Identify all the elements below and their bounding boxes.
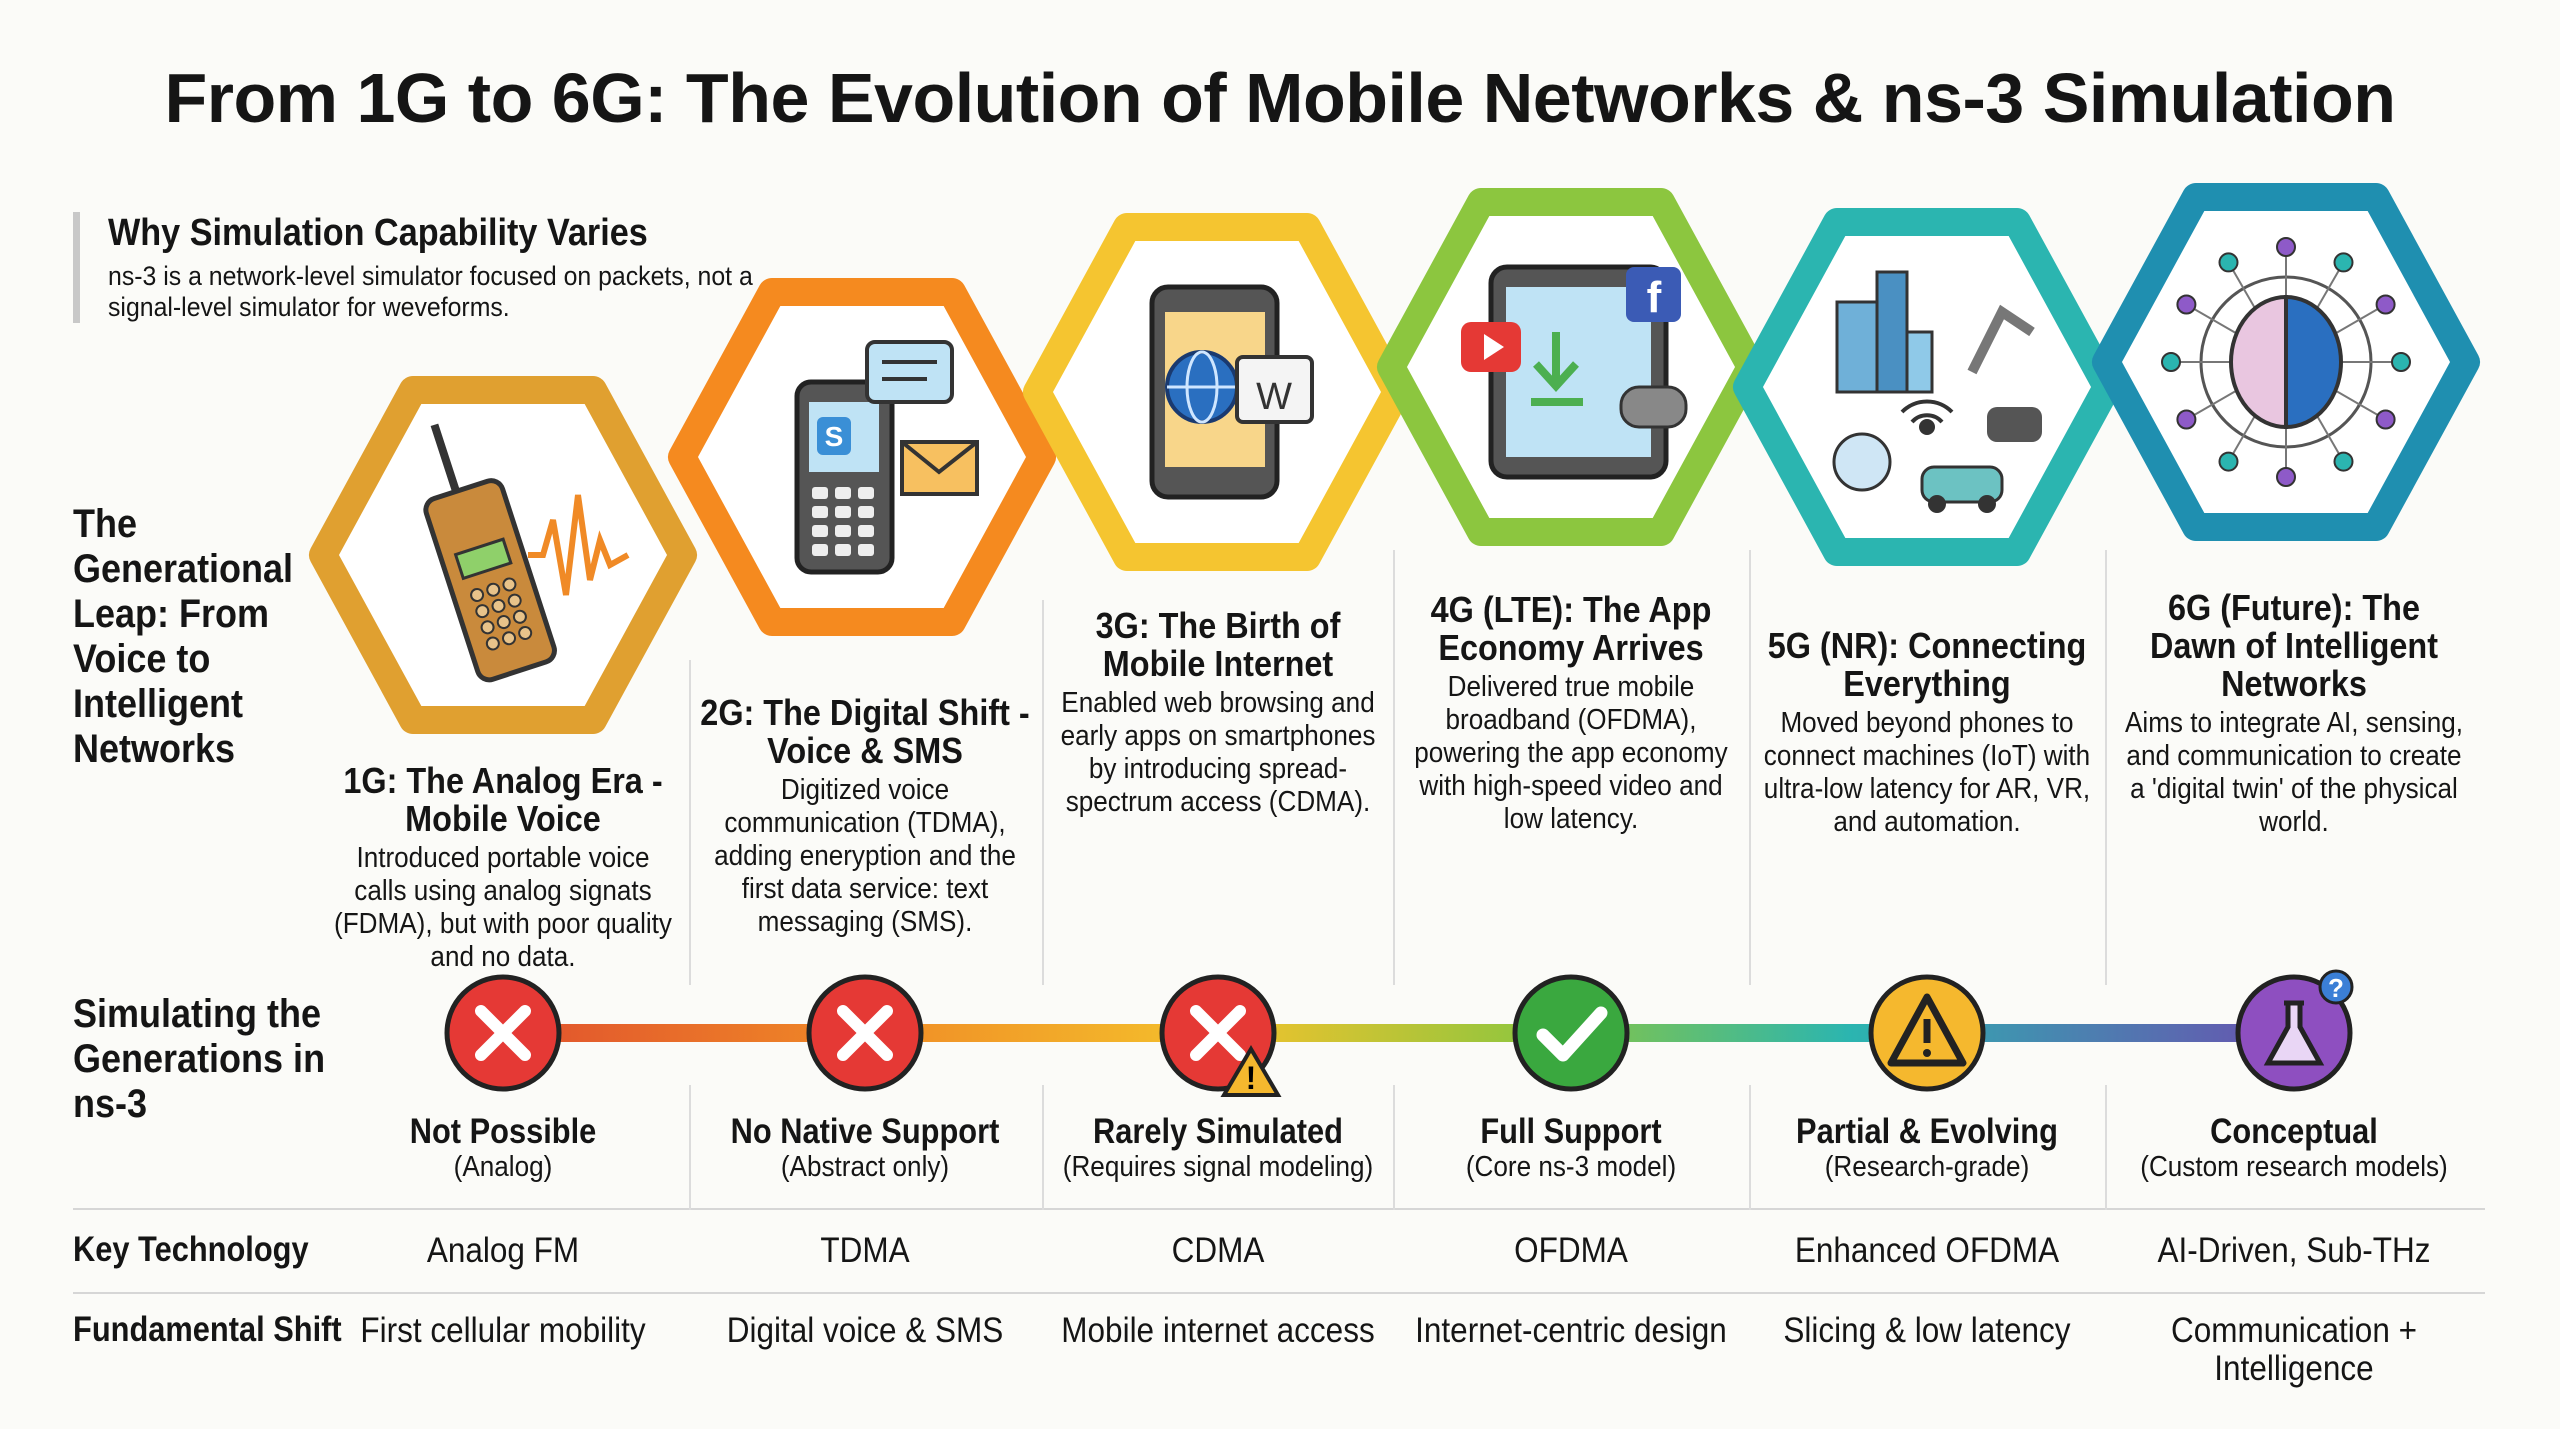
status-label: Partial & Evolving: [1796, 1112, 2058, 1151]
generation-description: Enabled web browsing and early apps on s…: [1060, 687, 1376, 818]
generation-description: Delivered true mobile broadband (OFDMA),…: [1414, 671, 1728, 835]
brick-phone-waveform-icon: [423, 423, 630, 683]
generation-text-block: 5G (NR): Connecting Everything Moved beyo…: [1756, 627, 2098, 839]
generational-leap-label: The Generational Leap: From Voice to Int…: [73, 502, 294, 771]
status-sublabel: (Research-grade): [1824, 1151, 2030, 1183]
key-technology-cell: Analog FM: [426, 1231, 580, 1270]
status-sublabel: (Custom research models): [2140, 1151, 2448, 1183]
status-sublabel: (Requires signal modeling): [1062, 1151, 1374, 1183]
generation-description: Digitized voice communication (TDMA), ad…: [714, 774, 1016, 938]
generation-text-block: 1G: The Analog Era - Mobile Voice Introdu…: [332, 762, 674, 974]
column-divider: [689, 660, 691, 985]
table-divider: [73, 1208, 2485, 1210]
column-divider: [1749, 1085, 1751, 1210]
generation-heading: 1G: The Analog Era - Mobile Voice: [343, 760, 663, 839]
generation-description: Introduced portable voice calls using an…: [334, 842, 672, 973]
generation-text-block: 2G: The Digital Shift - Voice & SMS Digit…: [694, 694, 1036, 939]
hexagon-3g: W: [1017, 207, 1417, 582]
generation-heading: 3G: The Birth of Mobile Internet: [1095, 605, 1341, 684]
generation-heading: 2G: The Digital Shift - Voice & SMS: [700, 692, 1030, 771]
generation-description: Aims to integrate AI, sensing, and commu…: [2124, 707, 2464, 838]
column-divider: [689, 1085, 691, 1210]
key-technology-cell: TDMA: [820, 1231, 910, 1270]
hexagon-4g: f: [1371, 182, 1771, 557]
status-sublabel: (Analog): [453, 1151, 553, 1183]
status-label: Conceptual: [2210, 1112, 2378, 1151]
key-technology-cell: AI-Driven, Sub-THz: [2157, 1231, 2431, 1270]
column-divider: [1393, 550, 1395, 985]
feature-phone-sms-icon: S: [794, 340, 979, 575]
svg-text:!: !: [1246, 1060, 1257, 1096]
simulating-label: Simulating the Generations in ns-3: [73, 992, 326, 1126]
fundamental-shift-cell: Mobile internet access: [1061, 1311, 1375, 1350]
fundamental-shift-cell: Communication + Intelligence: [2170, 1311, 2417, 1388]
why-title: Why Simulation Capability Varies: [108, 212, 648, 254]
generation-description: Moved beyond phones to connect machines …: [1763, 707, 2091, 838]
row-label-fundamental-shift: Fundamental Shift: [73, 1310, 342, 1349]
svg-text:?: ?: [2328, 973, 2344, 1003]
row-label-key-technology: Key Technology: [73, 1230, 309, 1269]
hexagon-1g: [303, 370, 703, 745]
check-circle-icon: [1509, 971, 1633, 1095]
svg-text:S: S: [825, 421, 844, 452]
column-divider: [2105, 550, 2107, 985]
key-technology-cell: CDMA: [1171, 1231, 1265, 1270]
generation-heading: 4G (LTE): The App Economy Arrives: [1430, 589, 1712, 668]
status-label: Rarely Simulated: [1093, 1112, 1343, 1151]
fundamental-shift-cell: Internet-centric design: [1415, 1311, 1727, 1350]
status-label: Full Support: [1480, 1112, 1662, 1151]
x-circle-warning-icon: !: [1156, 971, 1282, 1097]
status-sublabel: (Abstract only): [780, 1151, 950, 1183]
tablet-apps-icon: f: [1461, 264, 1688, 480]
status-label: No Native Support: [730, 1112, 1000, 1151]
page-title: From 1G to 6G: The Evolution of Mobile N…: [164, 59, 2396, 137]
column-divider: [2105, 1085, 2107, 1210]
column-divider: [1042, 1085, 1044, 1210]
table-divider: [73, 1292, 2485, 1294]
svg-text:W: W: [1256, 376, 1292, 418]
generation-heading: 5G (NR): Connecting Everything: [1767, 625, 2087, 704]
why-callout: Why Simulation Capability Varies ns-3 is…: [73, 212, 828, 323]
generation-text-block: 6G (Future): The Dawn of Intelligent Net…: [2123, 589, 2465, 839]
generation-text-block: 4G (LTE): The App Economy Arrives Deliver…: [1400, 591, 1742, 836]
smartphone-web-icon: W: [1149, 284, 1314, 500]
hexagon-6g: [2086, 177, 2486, 552]
x-circle-icon: [803, 971, 927, 1095]
generation-text-block: 3G: The Birth of Mobile Internet Enabled …: [1047, 607, 1389, 819]
iot-network-icon: [1832, 270, 2042, 513]
column-divider: [1393, 1085, 1395, 1210]
fundamental-shift-cell: Slicing & low latency: [1783, 1311, 2071, 1350]
timeline-connector: [500, 1024, 2300, 1042]
hexagon-2g: S: [662, 272, 1062, 647]
svg-text:f: f: [1647, 273, 1662, 322]
generation-heading: 6G (Future): The Dawn of Intelligent Net…: [2150, 587, 2438, 704]
key-technology-cell: OFDMA: [1514, 1231, 1628, 1270]
status-sublabel: (Core ns-3 model): [1465, 1151, 1677, 1183]
status-label: Not Possible: [409, 1112, 597, 1151]
warning-circle-icon: [1865, 971, 1989, 1095]
flask-question-icon: ?: [2232, 969, 2356, 1095]
x-circle-icon: [441, 971, 565, 1095]
ai-brain-globe-icon: [2161, 237, 2411, 487]
hexagon-5g: [1727, 202, 2127, 577]
fundamental-shift-cell: Digital voice & SMS: [726, 1311, 1004, 1350]
column-divider: [1042, 600, 1044, 985]
fundamental-shift-cell: First cellular mobility: [360, 1311, 646, 1350]
key-technology-cell: Enhanced OFDMA: [1794, 1231, 2060, 1270]
why-body: ns-3 is a network-level simulator focuse…: [108, 261, 753, 322]
column-divider: [1749, 550, 1751, 985]
